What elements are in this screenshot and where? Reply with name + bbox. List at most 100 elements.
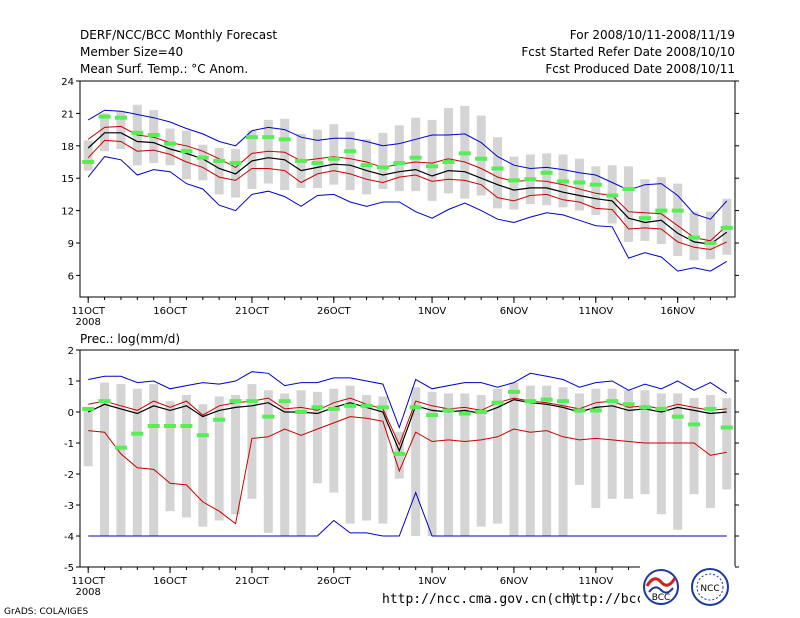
prec-max-line <box>88 371 728 429</box>
prec-median-marker <box>720 425 733 430</box>
temp-xtick-label: 6NOV <box>500 306 529 317</box>
temp-range-box <box>705 211 715 260</box>
prec-median-marker <box>704 406 717 411</box>
prec-median-marker <box>655 406 668 411</box>
temp-median-marker <box>164 141 177 146</box>
temp-range-box <box>198 144 208 181</box>
prec-xtick-label: 11OCT <box>71 576 106 587</box>
prec-range-box <box>460 393 470 536</box>
temp-range-box <box>493 137 503 209</box>
temp-xtick-year: 2008 <box>75 317 100 328</box>
prec-range-box <box>181 394 191 518</box>
prec-ytick-label: -1 <box>64 439 74 450</box>
prec-range-box <box>231 394 241 515</box>
temp-ytick-label: 9 <box>68 239 74 250</box>
temp-ytick-label: 12 <box>61 207 74 218</box>
prec-median-marker <box>114 445 127 450</box>
prec-min-line <box>88 491 727 537</box>
prec-range-box <box>722 398 732 490</box>
prec-ytick-label: 1 <box>68 377 74 388</box>
prec-range-box <box>705 394 715 509</box>
temp-ytick-label: 24 <box>61 77 74 88</box>
prec-range-box <box>83 407 93 467</box>
prec-ytick-label: 0 <box>68 408 74 419</box>
prec-median-marker <box>573 408 586 413</box>
prec-range-box <box>296 390 306 536</box>
temp-range-box <box>624 166 634 242</box>
temp-median-marker <box>213 158 226 163</box>
temp-range-box <box>247 130 257 189</box>
temp-range-box <box>165 128 175 166</box>
temp-median-marker <box>507 178 520 183</box>
prec-p75-line <box>88 397 727 446</box>
temp-range-box <box>116 111 126 150</box>
temp-xtick-label: 11NOV <box>578 306 613 317</box>
temp-xtick-label: 26OCT <box>317 306 352 317</box>
prec-range-box <box>493 388 503 524</box>
temp-median-marker <box>98 114 111 119</box>
temp-range-box <box>263 119 273 184</box>
prec-range-box <box>247 384 257 499</box>
prec-range-box <box>591 388 601 509</box>
prec-median-marker <box>426 413 439 418</box>
prec-ytick-label: -2 <box>64 470 74 481</box>
prec-range-box <box>149 384 159 536</box>
temp-median-marker <box>458 151 471 156</box>
prec-median-marker <box>295 410 308 414</box>
temp-median-marker <box>475 156 488 161</box>
temp-median-marker <box>327 156 340 161</box>
prec-median-marker <box>491 400 504 405</box>
prec-range-box <box>378 396 388 524</box>
temp-xtick-label: 21OCT <box>235 306 270 317</box>
temp-median-marker <box>573 180 586 185</box>
prec-xtick-label: 6NOV <box>500 576 529 587</box>
prec-median-marker <box>638 405 651 410</box>
temp-median-marker <box>82 160 95 164</box>
prec-range-box <box>509 382 519 536</box>
prec-median-marker <box>409 405 422 410</box>
prec-xtick-label: 26OCT <box>317 576 352 587</box>
prec-p25-line <box>88 416 727 525</box>
temp-min-line <box>87 156 728 272</box>
prec-median-marker <box>344 403 357 408</box>
prec-median-marker <box>376 405 389 410</box>
temp-median-marker <box>131 130 144 135</box>
temp-xtick-label: 16NOV <box>660 306 695 317</box>
prec-xtick-label: 11NOV <box>578 576 613 587</box>
prec-plot-frame <box>79 349 736 568</box>
temp-median-marker <box>245 135 258 140</box>
prec-median-marker <box>180 423 193 428</box>
prec-ytick-label: 2 <box>68 346 74 357</box>
temp-median-marker <box>720 225 733 230</box>
prec-ytick-label: -3 <box>64 501 74 512</box>
prec-range-box <box>214 396 224 521</box>
temp-median-marker <box>114 115 127 120</box>
temp-median-marker <box>376 165 389 170</box>
temp-range-box <box>542 153 552 206</box>
temp-median-marker <box>491 166 504 171</box>
temp-panel-title: Mean Surf. Temp.: °C Anom. <box>80 62 248 76</box>
prec-median-marker <box>688 422 701 427</box>
temp-range-box <box>345 131 355 191</box>
prec-median-marker <box>557 399 570 404</box>
prec-median-marker <box>131 431 144 436</box>
prec-median-marker <box>606 399 619 404</box>
temp-max-line <box>87 109 728 220</box>
prec-median-marker <box>622 402 635 407</box>
footer-url-ncc: http://ncc.cma.gov.cn(ch) <box>382 592 578 607</box>
temp-median-marker <box>540 170 553 175</box>
temp-range-box <box>427 119 437 201</box>
temp-median-marker <box>524 177 537 182</box>
temp-p75-line <box>87 125 728 242</box>
temp-median-marker <box>655 208 668 213</box>
prec-range-box <box>263 390 273 533</box>
temp-median-marker <box>589 182 602 187</box>
temp-xtick-label: 11OCT <box>71 306 106 317</box>
temp-median-marker <box>638 216 651 221</box>
prec-range-box <box>689 398 699 495</box>
prec-median-marker <box>671 414 684 419</box>
prec-median-marker <box>196 433 209 438</box>
temp-median-marker <box>262 135 275 140</box>
temp-median-marker <box>606 193 619 198</box>
temp-median-marker <box>442 160 455 164</box>
